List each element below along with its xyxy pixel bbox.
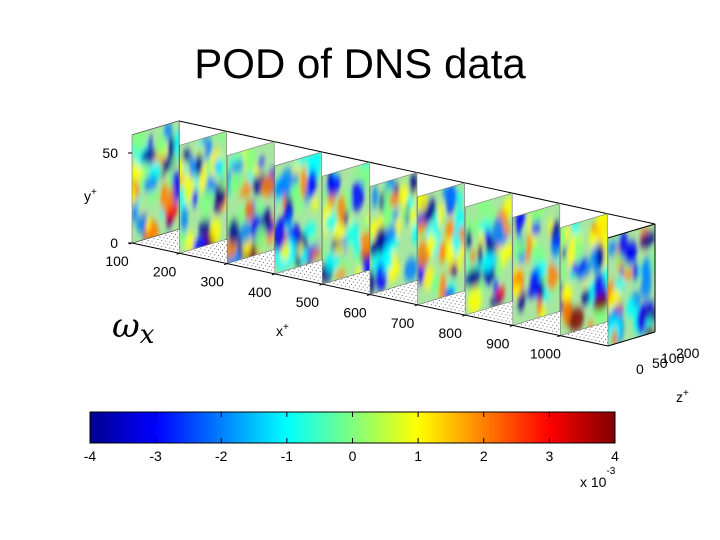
- slice-1000: [560, 213, 608, 337]
- x-tick-mark: [414, 304, 418, 307]
- colorbar-tick-label: -3: [149, 448, 162, 464]
- box-edge: [607, 331, 656, 347]
- slice-1100: [607, 223, 656, 347]
- x-tick-mark: [366, 294, 371, 296]
- colorbar-tick-label: 4: [611, 448, 619, 464]
- z-tick-label: 50: [652, 355, 668, 371]
- variable-label: ωx: [112, 306, 155, 350]
- x-tick-label: 1000: [530, 346, 561, 362]
- slide-title: POD of DNS data: [194, 40, 526, 87]
- x-tick-label: 400: [248, 284, 272, 300]
- colorbar-multiplier: x 10-3: [580, 466, 616, 490]
- colorbar-tick-label: 1: [414, 448, 422, 464]
- colorbar-tick-label: 0: [349, 448, 357, 464]
- x-tick-label: 500: [296, 294, 320, 310]
- y-tick-label: 0: [110, 235, 118, 251]
- slice-400: [274, 151, 323, 275]
- box-edge: [607, 223, 656, 239]
- slice-900: [512, 202, 561, 326]
- z-tick-label: 200: [676, 345, 700, 361]
- x-tick-label: 700: [391, 315, 415, 331]
- x-tick-mark: [509, 324, 513, 327]
- colorbar-tick-label: 3: [545, 448, 553, 464]
- x-tick-mark: [319, 283, 323, 286]
- z-tick-label: 0: [636, 361, 644, 377]
- slices-group: [131, 120, 656, 347]
- colorbar-tick-label: -2: [215, 448, 228, 464]
- colorbar-ticks: -4 -3 -2 -1 0 1 2 3 4: [84, 412, 619, 464]
- x-axis-label: x+: [276, 322, 289, 339]
- z-tick-label: 100: [661, 350, 685, 366]
- x-tick-label: 200: [153, 263, 177, 279]
- colorbar-tick-label: -1: [281, 448, 294, 464]
- slice-600: [369, 172, 418, 295]
- slice-500: [322, 161, 370, 285]
- colorbar: [89, 411, 616, 444]
- z-axis-label: z+: [676, 388, 689, 405]
- x-tick-label: 800: [439, 325, 463, 341]
- colorbar-tick-label: -4: [84, 448, 97, 464]
- x-tick-label: 900: [486, 335, 510, 351]
- x-tick-label: 600: [343, 305, 367, 321]
- x-tick-mark: [224, 263, 228, 266]
- y-tick-label: 50: [102, 145, 118, 161]
- x-tick-mark: [176, 252, 180, 255]
- slice-700: [417, 182, 465, 306]
- slice-200: [179, 130, 227, 254]
- slice-800: [464, 192, 513, 316]
- x-tick-mark: [271, 273, 275, 276]
- slice-300: [226, 141, 275, 265]
- x-tick-label: 300: [201, 274, 225, 290]
- y-axis-label: y+: [84, 187, 97, 204]
- colorbar-tick-label: 2: [480, 448, 488, 464]
- x-tick-label: 100: [105, 253, 129, 269]
- x-tick-mark: [462, 314, 466, 317]
- slice-100: [131, 120, 180, 244]
- x-tick-mark: [557, 335, 561, 338]
